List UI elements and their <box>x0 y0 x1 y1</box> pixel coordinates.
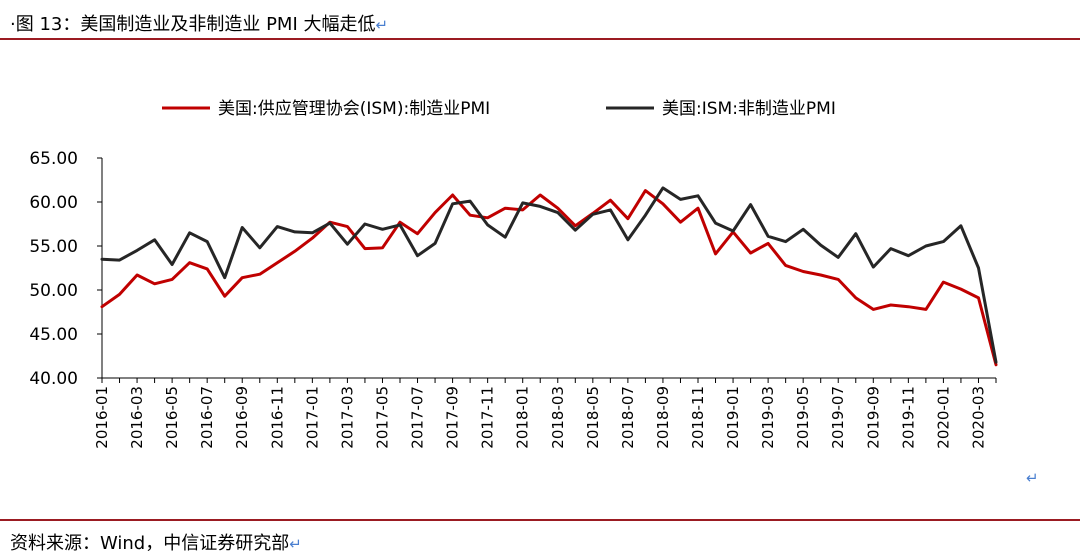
source-note: 资料来源：Wind，中信证券研究部↵ <box>10 529 302 555</box>
return-icon: ↵ <box>289 535 302 553</box>
x-tick-label: 2019-09 <box>864 386 882 449</box>
x-tick-label: 2019-01 <box>724 386 742 449</box>
y-tick-label: 45.00 <box>29 325 78 345</box>
return-icon: ↵ <box>375 16 389 34</box>
x-tick-label: 2020-01 <box>934 386 952 449</box>
x-tick-label: 2018-11 <box>689 386 707 449</box>
x-tick-label: 2019-07 <box>829 386 847 449</box>
x-tick-label: 2018-01 <box>514 386 532 449</box>
source-note-text: 资料来源：Wind，中信证券研究部 <box>10 533 290 554</box>
x-tick-label: 2017-03 <box>338 386 356 449</box>
y-tick-label: 65.00 <box>29 149 78 169</box>
x-tick-label: 2017-01 <box>303 386 321 449</box>
y-tick-label: 60.00 <box>29 193 78 213</box>
x-tick-label: 2019-11 <box>899 386 917 449</box>
y-tick-label: 50.00 <box>29 281 78 301</box>
x-tick-label: 2016-11 <box>268 386 286 449</box>
x-tick-label: 2018-07 <box>619 386 637 449</box>
x-tick-label: 2018-09 <box>654 386 672 449</box>
x-tick-label: 2018-03 <box>549 386 567 449</box>
figure-caption: ·图 13：美国制造业及非制造业 PMI 大幅走低↵ <box>10 10 388 36</box>
x-tick-label: 2018-05 <box>584 386 602 449</box>
legend-label-2: 美国:ISM:非制造业PMI <box>662 99 836 119</box>
x-tick-label: 2016-07 <box>198 386 216 449</box>
x-tick-label: 2019-05 <box>794 386 812 449</box>
footer-divider <box>0 519 1080 521</box>
y-tick-label: 55.00 <box>29 237 78 257</box>
figure-caption-text: ·图 13：美国制造业及非制造业 PMI 大幅走低 <box>10 14 376 35</box>
x-tick-label: 2020-03 <box>969 386 987 449</box>
legend-label-1: 美国:供应管理协会(ISM):制造业PMI <box>218 99 490 119</box>
x-tick-label: 2016-03 <box>128 386 146 449</box>
x-tick-label: 2017-09 <box>444 386 462 449</box>
x-tick-label: 2017-05 <box>373 386 391 449</box>
x-tick-label: 2016-09 <box>233 386 251 449</box>
x-tick-label: 2017-11 <box>479 386 497 449</box>
nonmanufacturing-pmi-line <box>100 186 998 364</box>
y-tick-label: 40.00 <box>29 369 78 389</box>
header-divider <box>0 38 1080 40</box>
return-icon: ↵ <box>1026 469 1039 487</box>
x-tick-label: 2016-01 <box>93 386 111 449</box>
x-tick-label: 2019-03 <box>759 386 777 449</box>
x-tick-label: 2016-05 <box>163 386 181 449</box>
x-tick-label: 2017-07 <box>409 386 427 449</box>
manufacturing-pmi-line <box>100 189 998 367</box>
